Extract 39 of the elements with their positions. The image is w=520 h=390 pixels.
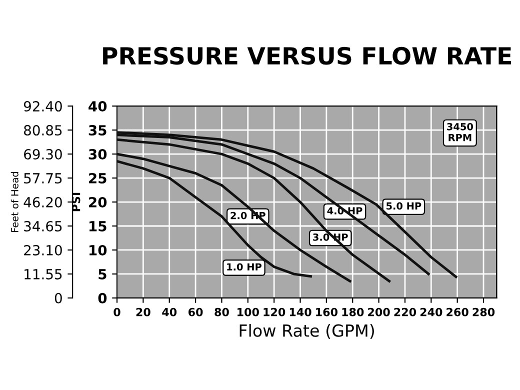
annotation: 5.0 HP bbox=[386, 202, 422, 210]
x-tick-label: 80 bbox=[214, 308, 229, 316]
y-tick-label: 20 bbox=[89, 196, 107, 208]
x-tick-label: 260 bbox=[446, 308, 468, 316]
x-tick-label: 220 bbox=[394, 308, 416, 316]
y-tick-label: 5 bbox=[98, 269, 106, 280]
x-tick-label: 20 bbox=[136, 308, 150, 316]
y2-tick-label: 34.65 bbox=[24, 220, 62, 232]
x-tick-label: 40 bbox=[162, 308, 177, 316]
annotation: 3450 RPM bbox=[447, 122, 474, 142]
x-axis-title: Flow Rate (GPM) bbox=[240, 324, 374, 339]
y2-tick-label: 23.10 bbox=[24, 244, 62, 256]
x-tick-label: 100 bbox=[238, 308, 259, 316]
y2-axis-title: Feet of Head bbox=[10, 172, 18, 232]
y2-tick-label: 11.55 bbox=[24, 269, 62, 280]
y2-tick-label: 0 bbox=[54, 292, 62, 304]
y2-tick-label: 46.20 bbox=[24, 196, 62, 208]
y-tick-label: 35 bbox=[88, 125, 106, 136]
y2-tick-label: 80.85 bbox=[24, 125, 62, 136]
annotation: 1.0 HP bbox=[227, 263, 262, 271]
y-tick-label: 10 bbox=[90, 244, 107, 256]
y-tick-label: 30 bbox=[88, 149, 107, 160]
chart-title: PRESSURE VERSUS FLOW RATE bbox=[103, 46, 511, 65]
y2-tick-label: 57.75 bbox=[24, 173, 62, 184]
x-tick-label: 0 bbox=[114, 308, 120, 316]
x-tick-label: 160 bbox=[316, 308, 338, 316]
x-tick-label: 140 bbox=[290, 308, 312, 316]
x-tick-label: 200 bbox=[368, 308, 390, 316]
y-tick-label: 25 bbox=[89, 173, 106, 184]
x-tick-label: 280 bbox=[472, 308, 495, 316]
y-tick-label: 40 bbox=[88, 101, 107, 112]
y2-tick-label: 69.30 bbox=[24, 149, 62, 160]
x-tick-label: 180 bbox=[342, 308, 364, 316]
x-tick-label: 120 bbox=[264, 308, 286, 316]
y-tick-label: 0 bbox=[98, 292, 107, 304]
x-tick-label: 240 bbox=[420, 308, 442, 316]
y2-tick-label: 92.40 bbox=[24, 101, 62, 112]
y-tick-label: 15 bbox=[90, 221, 106, 232]
x-tick-label: 60 bbox=[188, 308, 203, 316]
